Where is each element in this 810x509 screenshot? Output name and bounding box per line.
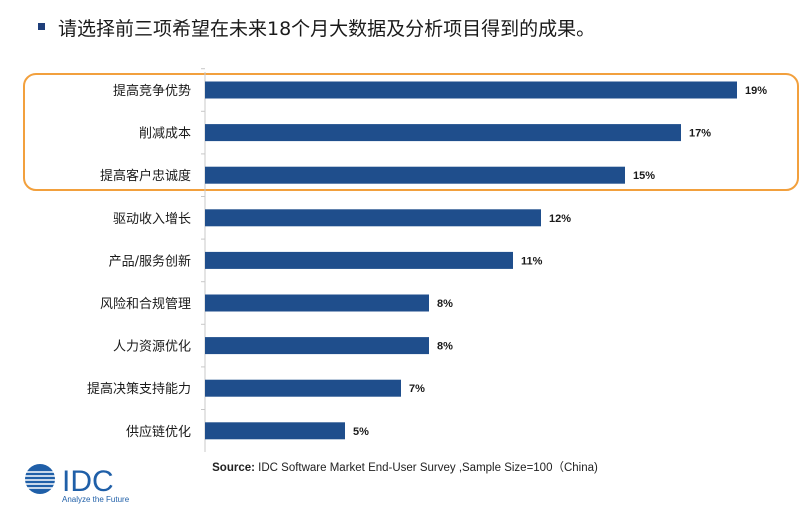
value-labels: 19% 17% 15% 12% 11% 8% 8% 7% 5% [353, 85, 767, 438]
top-three-highlight [23, 73, 799, 191]
bar-4 [205, 251, 513, 269]
value-label: 8% [437, 298, 453, 310]
category-label: 风险和合规管理 [100, 297, 191, 312]
value-label: 15% [633, 170, 655, 182]
source-text: IDC Software Market End-User Survey ,Sam… [254, 462, 598, 474]
category-label: 削减成本 [139, 127, 191, 142]
value-label: 11% [521, 255, 543, 267]
category-label: 提高竞争优势 [113, 83, 191, 99]
bar-series [205, 81, 737, 440]
globe-icon [25, 464, 55, 494]
category-label: 提高决策支持能力 [87, 381, 191, 397]
source-label: Source: [212, 462, 255, 474]
bar-0 [205, 81, 737, 99]
bar-3 [205, 209, 541, 227]
category-label: 产品/服务创新 [109, 253, 191, 269]
logo-text: IDC [62, 465, 114, 497]
category-label: 人力资源优化 [113, 340, 191, 355]
title-bullet [38, 23, 45, 30]
bar-5 [205, 294, 429, 312]
bar-chart: 提高竞争优势削减成本提高客户忠诚度驱动收入增长产品/服务创新风险和合规管理人力资… [23, 68, 799, 452]
bar-7 [205, 379, 401, 397]
value-label: 7% [409, 383, 425, 395]
source-note: Source: IDC Software Market End-User Sur… [0, 459, 810, 475]
category-label: 提高客户忠诚度 [100, 168, 191, 184]
value-label: 5% [353, 426, 369, 438]
logo-tagline: Analyze the Future [62, 495, 130, 504]
bar-6 [205, 337, 429, 355]
value-label: 12% [549, 213, 571, 225]
bar-2 [205, 166, 625, 184]
category-labels: 提高竞争优势削减成本提高客户忠诚度驱动收入增长产品/服务创新风险和合规管理人力资… [87, 83, 191, 440]
category-label: 驱动收入增长 [113, 212, 191, 227]
category-ticks [201, 68, 205, 410]
value-label: 17% [689, 128, 711, 140]
bar-8 [205, 422, 345, 440]
value-label: 8% [437, 341, 453, 353]
value-label: 19% [745, 85, 767, 97]
idc-logo: IDC [25, 464, 114, 497]
category-label: 供应链优化 [126, 424, 191, 440]
bar-1 [205, 124, 681, 142]
page-title: 请选择前三项希望在未来18个月大数据及分析项目得到的成果。 [58, 18, 596, 40]
